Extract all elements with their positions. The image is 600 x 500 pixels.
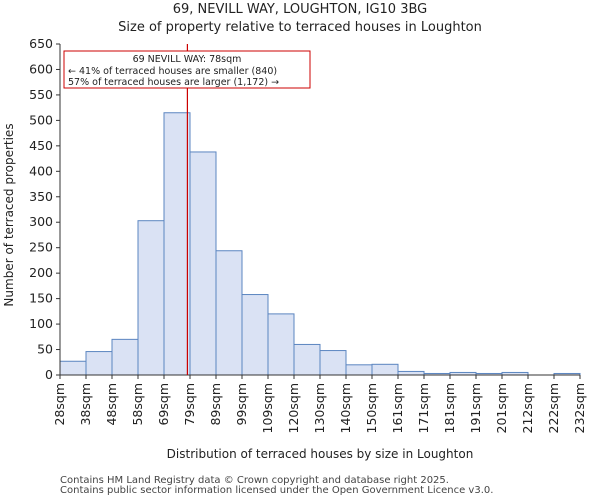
footer-licence: Contains public sector information licen… [60,485,494,496]
x-tick-label: 161sqm [390,383,405,433]
x-tick-label: 130sqm [312,383,327,433]
x-tick-label: 120sqm [286,383,301,433]
histogram-bar [267,313,295,376]
x-tick-label: 89sqm [208,383,223,426]
y-tick-label: 350 [29,189,53,204]
x-tick-label: 79sqm [182,383,197,426]
histogram-bar [293,343,321,376]
histogram-bar [319,350,347,376]
x-tick-label: 222sqm [546,383,561,433]
y-tick-label: 600 [29,61,53,76]
y-tick-label: 650 [29,36,53,51]
histogram-bar [371,363,399,376]
y-tick-label: 300 [29,214,53,229]
y-tick-label: 250 [29,240,53,255]
annotation-line-3: 57% of terraced houses are larger (1,172… [68,77,279,88]
x-tick-label: 69sqm [156,383,171,426]
x-tick-label: 48sqm [104,383,119,426]
histogram-bar [241,294,269,376]
y-tick-label: 0 [45,367,53,382]
histogram-bar [397,370,425,376]
x-axis-label: Distribution of terraced houses by size … [167,447,474,461]
x-tick-label: 212sqm [520,383,535,433]
chart-title: 69, NEVILL WAY, LOUGHTON, IG10 3BG [172,2,428,17]
histogram-bar [111,338,139,376]
histogram-bar [345,364,373,376]
x-tick-label: 38sqm [78,383,93,426]
y-tick-label: 550 [29,87,53,102]
annotation-line-2: ← 41% of terraced houses are smaller (84… [68,66,277,77]
x-tick-label: 99sqm [234,383,249,426]
histogram-bar [215,250,243,376]
histogram-bar [189,151,217,376]
y-axis-label: Number of terraced properties [2,123,16,306]
x-tick-label: 140sqm [338,383,353,433]
y-tick-label: 150 [29,291,53,306]
annotation-line-1: 69 NEVILL WAY: 78sqm [133,54,242,65]
histogram-bar [137,220,165,376]
footer-copyright: Contains HM Land Registry data © Crown c… [60,475,449,486]
y-tick-label: 500 [29,112,53,127]
chart-subtitle: Size of property relative to terraced ho… [118,20,482,35]
x-tick-label: 109sqm [260,383,275,433]
x-tick-label: 171sqm [416,383,431,433]
x-tick-label: 28sqm [52,383,67,426]
x-tick-label: 181sqm [442,383,457,433]
annotation-box [63,50,311,89]
y-tick-label: 400 [29,163,53,178]
y-tick-label: 100 [29,316,53,331]
x-tick-label: 58sqm [130,383,145,426]
x-tick-label: 232sqm [572,383,587,433]
x-tick-label: 191sqm [468,383,483,433]
y-tick-label: 200 [29,265,53,280]
x-tick-label: 150sqm [364,383,379,433]
y-tick-label: 50 [37,342,53,357]
histogram-bar [163,112,191,376]
x-tick-label: 201sqm [494,383,509,433]
y-tick-label: 450 [29,138,53,153]
histogram-bar [59,360,87,376]
histogram-bar [85,351,113,376]
